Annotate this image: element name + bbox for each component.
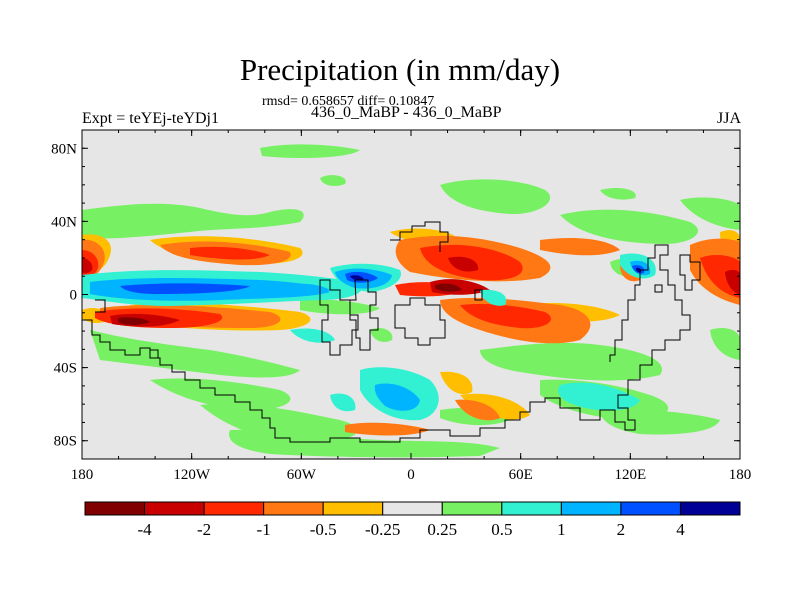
y-tick-label: 0 xyxy=(70,288,78,304)
colorbar-swatch xyxy=(560,501,622,516)
colorbar-swatch xyxy=(203,501,265,516)
x-tick-label: 180 xyxy=(71,467,94,483)
negative-anomaly-extreme xyxy=(118,283,462,325)
colorbar-label: -2 xyxy=(197,520,211,539)
positive-anomaly-light xyxy=(82,144,740,458)
x-tick-label: 120W xyxy=(173,467,211,483)
experiment-label: Expt = teYEj-teYDj1 xyxy=(82,110,219,127)
colorbar-swatch xyxy=(263,501,324,516)
colorbar-swatch xyxy=(322,501,384,516)
colorbar-label: -0.25 xyxy=(365,520,400,539)
map-field xyxy=(82,130,740,459)
colorbar-swatch xyxy=(84,501,146,516)
colorbar-label: 4 xyxy=(676,520,685,539)
colorbar-label: 1 xyxy=(557,520,566,539)
x-tick-label: 0 xyxy=(407,467,415,483)
x-tick-label: 60W xyxy=(287,467,317,483)
colorbar-label: 0.25 xyxy=(427,520,457,539)
y-tick-label: 80S xyxy=(54,434,77,450)
colorbar-swatch xyxy=(620,501,681,516)
colorbar-label: -0.5 xyxy=(310,520,337,539)
colorbar: -4 -2 -1 -0.5 -0.25 0.25 0.5 1 2 4 xyxy=(84,501,741,539)
x-tick-label: 180 xyxy=(729,467,752,483)
season-label: JJA xyxy=(717,110,742,127)
y-tick-label: 40S xyxy=(54,361,77,377)
y-tick-label: 80N xyxy=(51,141,77,157)
colorbar-swatch xyxy=(382,501,443,516)
colorbar-swatch xyxy=(441,501,503,516)
colorbar-label: 0.5 xyxy=(491,520,512,539)
x-axis: 180 120W 60W 0 60E 120E 180 xyxy=(71,130,752,483)
colorbar-swatch xyxy=(501,501,562,516)
y-axis: 80N 40N 0 40S 80S xyxy=(51,141,740,450)
colorbar-label: -4 xyxy=(137,520,152,539)
paleo-coastlines xyxy=(82,221,701,443)
y-tick-label: 40N xyxy=(51,214,77,230)
x-tick-label: 60E xyxy=(509,467,533,483)
x-tick-label: 120E xyxy=(614,467,646,483)
plot-title: Precipitation (in mm/day) xyxy=(239,52,561,87)
colorbar-label: 2 xyxy=(617,520,626,539)
colorbar-swatch xyxy=(679,501,741,516)
colorbar-label: -1 xyxy=(257,520,271,539)
colorbar-swatch xyxy=(144,501,205,516)
rmsd-diff-stats: rmsd= 0.658657 diff= 0.10847 xyxy=(262,94,435,109)
period-label: 436_0_MaBP - 436_0_MaBP xyxy=(311,104,502,121)
